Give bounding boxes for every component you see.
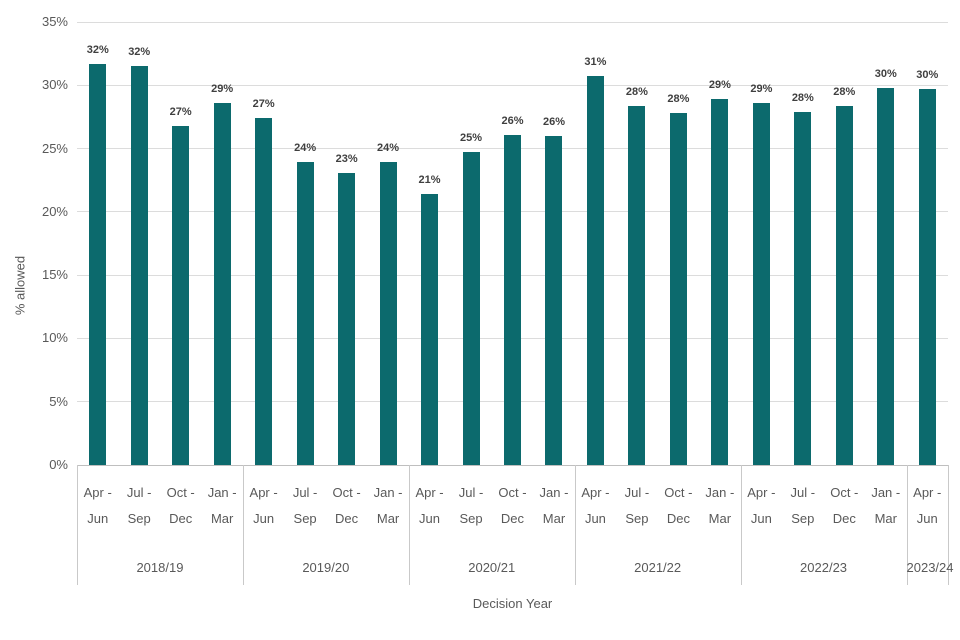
- x-category-label: Jul - Sep: [292, 485, 318, 526]
- x-category-label: Jul - Sep: [790, 485, 816, 526]
- group-divider: [740, 465, 742, 585]
- x-category-label: Apr - Jun: [581, 485, 610, 526]
- bar-data-label: 27%: [252, 98, 275, 111]
- bar-data-label: 23%: [335, 152, 358, 165]
- x-category-label: Jan - Mar: [539, 485, 569, 526]
- y-tick-label: 25%: [41, 140, 68, 156]
- bar-data-label: 29%: [211, 83, 234, 95]
- bar: [669, 113, 687, 465]
- x-category-label: Jul - Sep: [126, 485, 152, 526]
- year-group-label: 2021/22: [634, 560, 682, 575]
- bar-data-label: 28%: [833, 85, 856, 98]
- x-category-label: Jan - Mar: [207, 485, 237, 526]
- x-category-label: Jan - Mar: [373, 485, 403, 526]
- x-category-label: Jul - Sep: [458, 485, 484, 526]
- bar: [918, 89, 936, 465]
- x-category-label: Jul - Sep: [624, 485, 650, 526]
- bar-data-label: 26%: [501, 114, 524, 127]
- y-tick-label: 10%: [41, 330, 68, 346]
- bar: [462, 152, 480, 465]
- x-category-label: Jan - Mar: [705, 485, 735, 526]
- x-category-label: Apr - Jun: [83, 485, 112, 526]
- y-tick-label: 30%: [41, 77, 68, 93]
- bar: [213, 103, 231, 465]
- bar: [89, 63, 107, 465]
- bar: [545, 135, 563, 465]
- x-category-label: Jan - Mar: [871, 485, 901, 526]
- x-category-label: Apr - Jun: [913, 485, 942, 526]
- gridline: [77, 84, 948, 86]
- bar-data-label: 29%: [750, 83, 773, 95]
- x-axis-line: [77, 465, 948, 466]
- bar-data-label: 31%: [584, 56, 607, 69]
- bar: [752, 103, 770, 465]
- bar-data-label: 30%: [874, 67, 897, 80]
- y-tick-label: 20%: [41, 203, 68, 219]
- y-tick-label: 5%: [49, 393, 68, 409]
- x-category-label: Oct - Dec: [498, 485, 527, 526]
- y-tick-label: 35%: [41, 14, 68, 29]
- x-category-label: Oct - Dec: [166, 485, 195, 526]
- bar: [421, 194, 439, 465]
- bar-data-label: 28%: [667, 93, 690, 106]
- x-category-label: Apr - Jun: [747, 485, 776, 526]
- bar-data-label: 21%: [418, 174, 441, 187]
- bar: [379, 162, 397, 465]
- group-divider: [242, 465, 244, 585]
- x-category-label: Oct - Dec: [332, 485, 361, 526]
- bar: [711, 99, 729, 465]
- y-axis-title: % allowed: [12, 255, 28, 316]
- bar-data-label: 28%: [791, 91, 814, 104]
- y-tick-label: 0%: [49, 457, 68, 472]
- bar: [794, 111, 812, 465]
- bar-data-label: 27%: [169, 105, 192, 118]
- year-group-label: 2023/24: [906, 560, 954, 575]
- bar: [586, 76, 604, 465]
- bar: [835, 105, 853, 465]
- group-divider: [948, 465, 949, 585]
- year-group-label: 2019/20: [302, 560, 350, 575]
- bar: [172, 125, 190, 465]
- bar-data-label: 24%: [294, 142, 317, 155]
- x-category-label: Apr - Jun: [415, 485, 444, 526]
- bar-data-label: 32%: [128, 46, 151, 59]
- bar-data-label: 32%: [86, 43, 109, 56]
- bar-data-label: 30%: [916, 69, 939, 82]
- group-divider: [906, 465, 908, 585]
- bar: [255, 118, 273, 465]
- year-group-label: 2022/23: [800, 560, 848, 575]
- year-group-label: 2018/19: [136, 560, 184, 575]
- bar: [338, 172, 356, 465]
- bar-data-label: 24%: [377, 142, 400, 155]
- gridline: [77, 21, 948, 23]
- bar: [877, 87, 895, 465]
- group-divider: [408, 465, 410, 585]
- group-divider: [574, 465, 576, 585]
- bar-data-label: 25%: [460, 132, 483, 145]
- bar-data-label: 26%: [542, 115, 565, 128]
- y-tick-label: 15%: [41, 267, 68, 283]
- bar-data-label: 29%: [708, 79, 731, 92]
- group-divider: [77, 465, 78, 585]
- x-category-label: Oct - Dec: [664, 485, 693, 526]
- year-group-label: 2020/21: [468, 560, 516, 575]
- bar: [628, 105, 646, 465]
- x-axis-title: Decision Year: [472, 596, 553, 611]
- bar: [504, 134, 521, 465]
- x-category-label: Oct - Dec: [830, 485, 859, 526]
- x-category-label: Apr - Jun: [249, 485, 278, 526]
- bar: [296, 162, 314, 465]
- bar: [130, 66, 148, 465]
- bar-data-label: 28%: [625, 85, 648, 98]
